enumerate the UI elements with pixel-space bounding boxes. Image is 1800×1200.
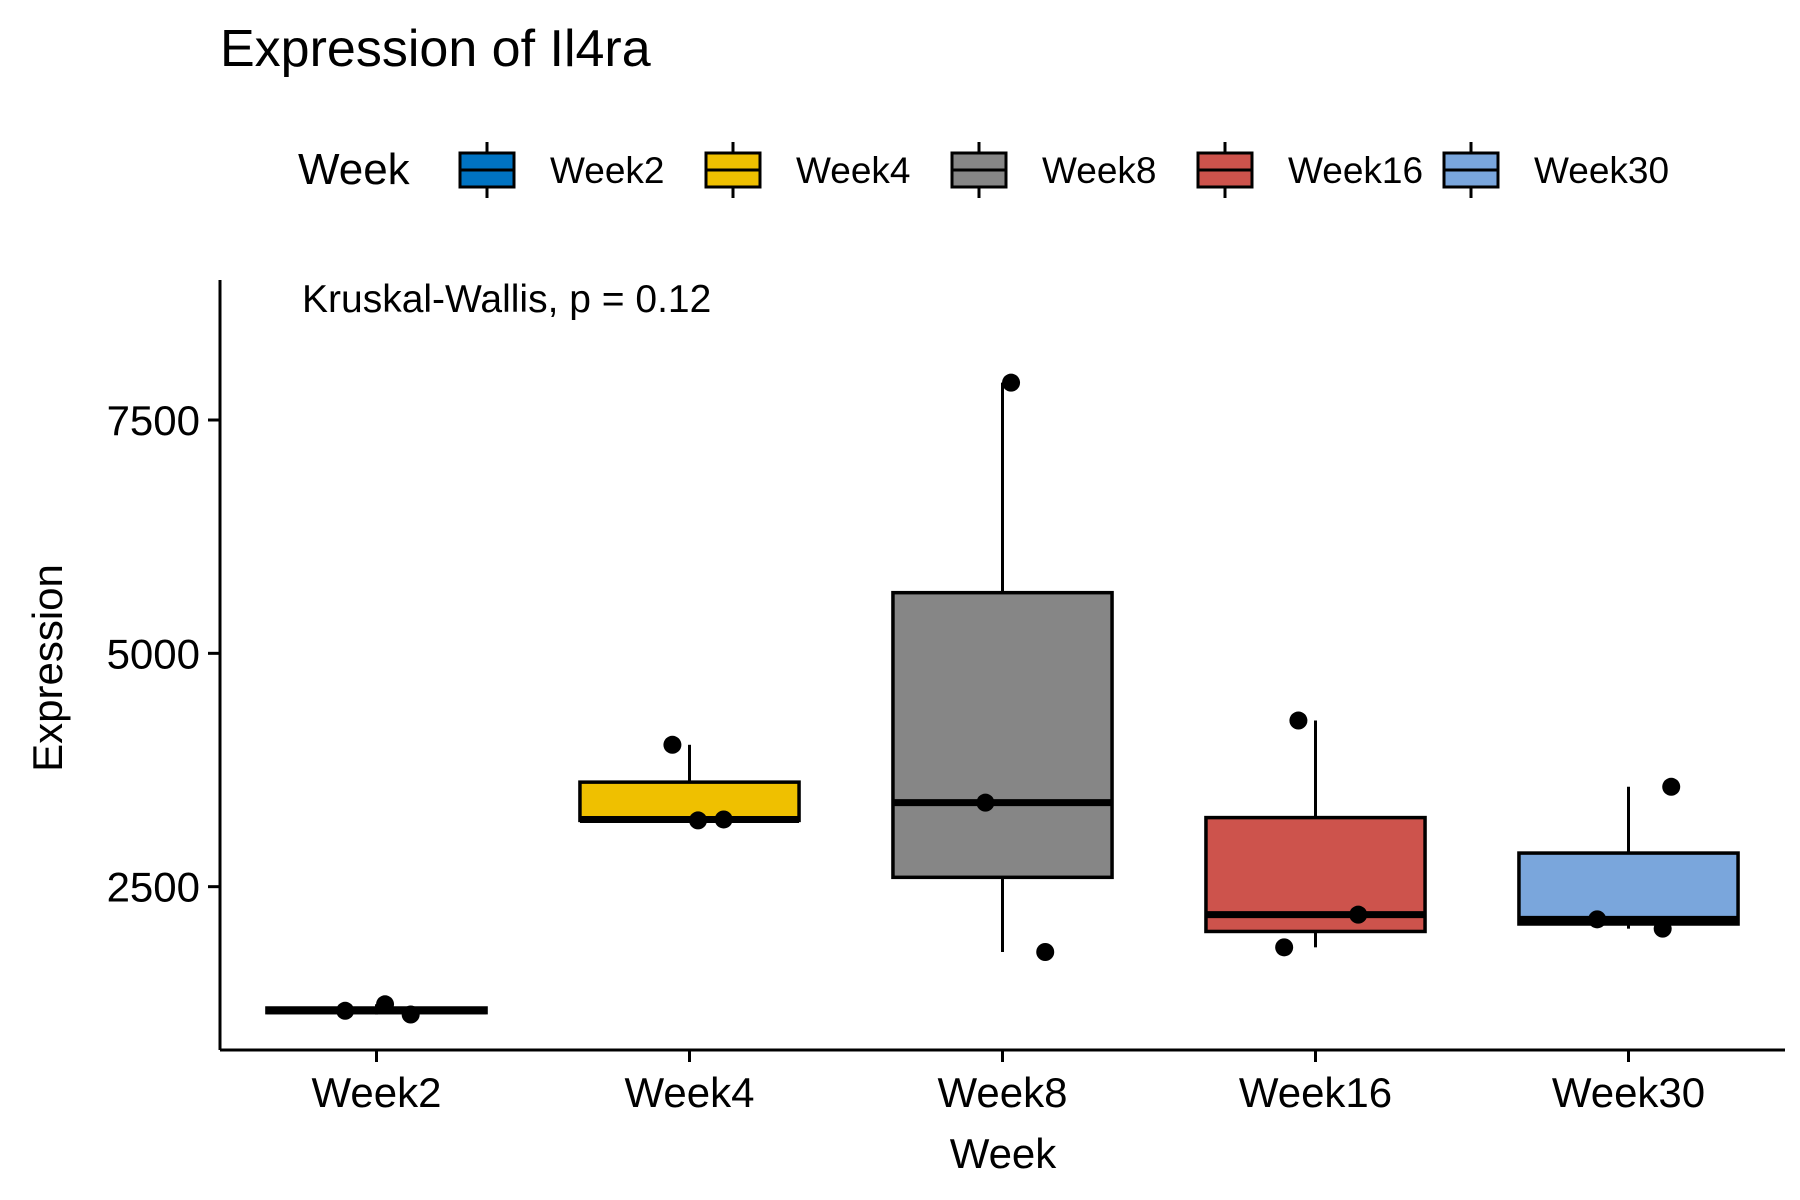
y-tick-label: 5000 [107, 630, 200, 677]
x-tick-label: Week4 [625, 1069, 755, 1116]
box [891, 590, 1114, 880]
data-point [1036, 943, 1055, 961]
legend-label: Week2 [550, 150, 665, 191]
legend-item-week8: Week8 [950, 142, 1157, 198]
legend-item-week30: Week30 [1442, 142, 1669, 198]
data-point [1662, 777, 1681, 796]
y-axis-label: Expression [24, 564, 71, 772]
y-tick-label: 7500 [107, 397, 200, 444]
box-group-week16 [1204, 711, 1427, 957]
x-tick-label: Week30 [1552, 1069, 1705, 1116]
legend-item-week4: Week4 [704, 142, 911, 198]
box-group-week4 [578, 735, 801, 830]
data-point [1002, 373, 1021, 392]
data-point [1653, 919, 1672, 938]
data-point [401, 1005, 420, 1024]
chart-title: Expression of Il4ra [220, 20, 651, 78]
box [1517, 851, 1740, 926]
box-group-week2 [265, 995, 488, 1024]
box [578, 780, 801, 823]
plot-area: 2500 5000 7500 Week2 Week4 Week8 Week16 Week30 [107, 280, 1785, 1116]
data-point [1275, 938, 1294, 957]
legend-label: Week16 [1288, 150, 1423, 191]
x-tick-label: Week16 [1239, 1069, 1392, 1116]
data-point [689, 811, 708, 830]
legend-item-week2: Week2 [458, 142, 665, 198]
stat-test-annotation: Kruskal-Wallis, p = 0.12 [302, 278, 711, 321]
legend-label: Week4 [796, 150, 911, 191]
data-point [376, 995, 395, 1014]
box-group-week30 [1517, 777, 1740, 938]
x-tick-label: Week2 [312, 1069, 442, 1116]
data-point [714, 810, 733, 829]
legend-item-week16: Week16 [1196, 142, 1423, 198]
data-point [976, 793, 995, 812]
data-point [663, 735, 682, 754]
data-point [1289, 711, 1308, 730]
box-group-week8 [891, 373, 1114, 961]
data-point [336, 1001, 355, 1020]
legend-label: Week8 [1042, 150, 1157, 191]
data-point [1588, 910, 1607, 929]
legend: Week Week2 Week4 Week8 Week16 Week30 [298, 142, 1669, 198]
x-axis-label: Week [950, 1130, 1058, 1177]
legend-title: Week [298, 145, 411, 194]
y-tick-label: 2500 [107, 864, 200, 911]
x-tick-label: Week8 [938, 1069, 1068, 1116]
legend-label: Week30 [1534, 150, 1669, 191]
data-point [1349, 905, 1368, 924]
